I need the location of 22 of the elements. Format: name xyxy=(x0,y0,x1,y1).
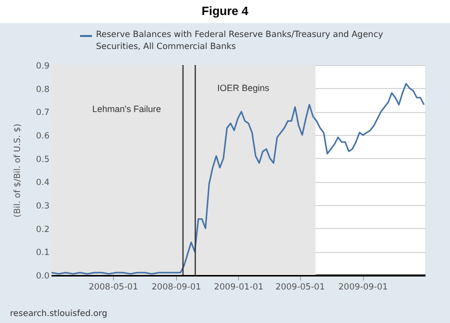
x-tick-label: 2008-05-01 xyxy=(88,282,138,292)
y-tick-label: 0.2 xyxy=(36,224,50,235)
y-axis-title: (Bil. of $/Bil. of U.S. $) xyxy=(12,124,23,218)
x-tick-label: 2009-09-01 xyxy=(338,282,388,292)
y-tick-label: 0.4 xyxy=(36,178,50,188)
line-series xyxy=(50,82,425,275)
x-tick-label: 2008-09-01 xyxy=(152,282,202,292)
ref-line-label: IOER Begins xyxy=(217,83,270,93)
x-tick-label: 2009-05-01 xyxy=(275,282,325,292)
y-tick-label: 0.7 xyxy=(36,108,50,118)
y-tick-label: 0.5 xyxy=(36,154,50,165)
x-tick-label: 2009-01-01 xyxy=(214,282,264,292)
ref-line-label: Lehman's Failure xyxy=(92,104,161,114)
y-tick-label: 0.1 xyxy=(36,248,50,258)
y-tick-label: 0.6 xyxy=(36,132,50,142)
y-tick-label: 0.0 xyxy=(36,272,50,282)
y-tick-label: 0.9 xyxy=(36,62,50,72)
y-tick-label: 0.8 xyxy=(36,84,50,95)
legend-label: Reserve Balances with Federal Reserve Banks/Treasury and Agency Securities, All Commercial Banks xyxy=(96,30,384,52)
y-tick-label: 0.3 xyxy=(36,202,50,212)
text: research.stlouisfed.org xyxy=(10,309,108,319)
chart-title: Figure 4 xyxy=(200,3,250,20)
